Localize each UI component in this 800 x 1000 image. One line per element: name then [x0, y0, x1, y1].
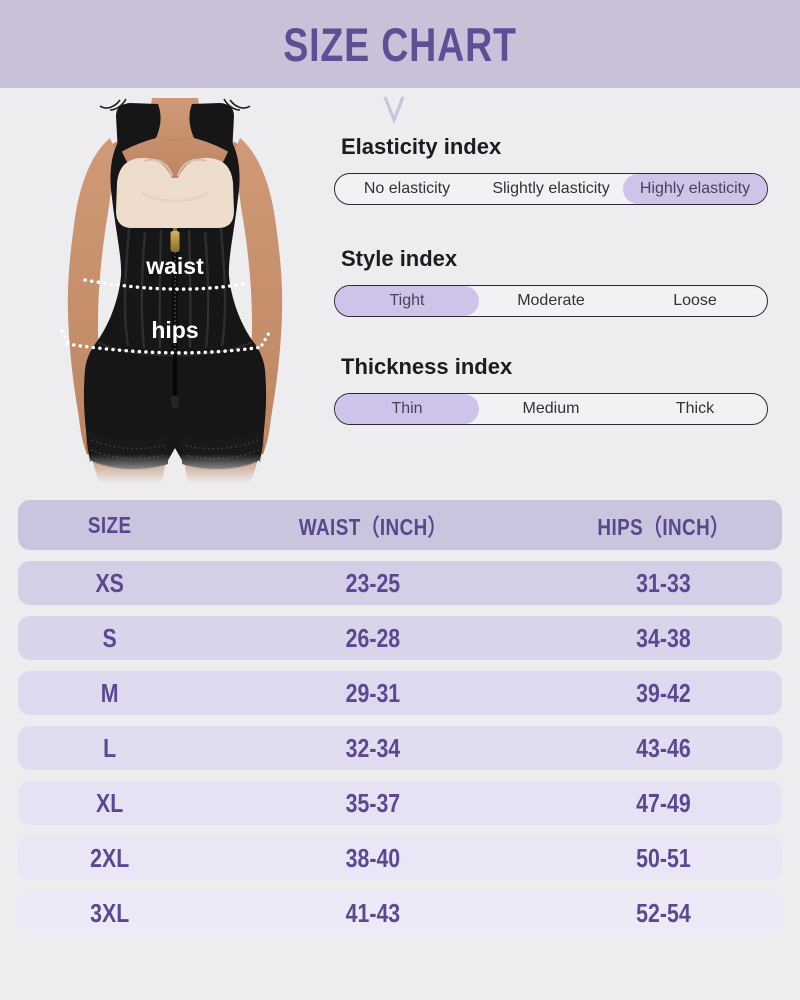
index-option: No elasticity: [363, 180, 451, 197]
hips-label: hips: [151, 317, 198, 343]
style-index-section: Style index Tight Moderate Loose: [334, 246, 768, 317]
waist-label: waist: [145, 253, 204, 279]
index-option: Medium: [522, 400, 580, 417]
hips-cell: 39-42: [636, 677, 691, 708]
size-cell: 2XL: [90, 842, 130, 873]
waist-cell: 23-25: [345, 567, 401, 598]
thickness-index-title: Thickness index: [341, 354, 513, 379]
index-option: Moderate: [517, 292, 585, 309]
hips-cell: 34-38: [636, 622, 691, 653]
table-row: XL 35-37 47-49: [18, 781, 782, 825]
waist-cell: 41-43: [345, 897, 401, 928]
page-title: SIZE CHART: [283, 17, 517, 71]
thickness-index-section: Thickness index Thin Medium Thick: [334, 354, 768, 425]
hips-measure-line: [60, 329, 271, 355]
waist-cell: 38-40: [345, 842, 401, 873]
product-photo: waist hips: [22, 98, 328, 483]
hips-cell: 43-46: [636, 732, 691, 763]
size-cell: 3XL: [90, 897, 130, 928]
table-row: 2XL 38-40 50-51: [18, 836, 782, 880]
column-header-size: SIZE: [87, 511, 132, 538]
hips-cell: 47-49: [636, 787, 691, 818]
thickness-index-scale: Thin Medium Thick: [334, 393, 768, 425]
size-cell: L: [103, 732, 117, 763]
hips-cell: 31-33: [636, 567, 691, 598]
table-row: S 26-28 34-38: [18, 616, 782, 660]
size-cell: S: [102, 622, 117, 653]
index-option: Thick: [675, 400, 715, 417]
table-row: M 29-31 39-42: [18, 671, 782, 715]
index-option: Highly elasticity: [623, 174, 767, 204]
hips-cell: 52-54: [636, 897, 691, 928]
photo-fade: [22, 454, 328, 483]
style-index-scale: Tight Moderate Loose: [334, 285, 768, 317]
bra-cup: [116, 157, 234, 228]
header-banner: SIZE CHART: [0, 0, 800, 88]
index-option: Loose: [673, 292, 717, 309]
column-header-hips: HIPS（INCH）: [597, 514, 730, 540]
elasticity-index-section: Elasticity index No elasticity Slightly …: [334, 134, 768, 205]
waist-cell: 35-37: [345, 787, 401, 818]
waist-cell: 26-28: [345, 622, 401, 653]
waist-cell: 29-31: [345, 677, 401, 708]
table-header-row: SIZE WAIST（INCH） HIPS（INCH）: [18, 500, 782, 550]
elasticity-index-title: Elasticity index: [341, 134, 502, 159]
table-row: 3XL 41-43 52-54: [18, 891, 782, 935]
table-row: XS 23-25 31-33: [18, 561, 782, 605]
elasticity-index-scale: No elasticity Slightly elasticity Highly…: [334, 173, 768, 205]
size-cell: XS: [95, 567, 124, 598]
size-cell: M: [100, 677, 119, 708]
index-option: Thin: [335, 394, 479, 424]
hips-cell: 50-51: [636, 842, 691, 873]
column-header-waist: WAIST（INCH）: [299, 514, 448, 540]
waist-measure-line: [83, 278, 245, 291]
chevron-down-icon: [383, 96, 405, 124]
size-cell: XL: [96, 787, 124, 818]
waist-cell: 32-34: [345, 732, 401, 763]
style-index-title: Style index: [341, 246, 458, 271]
index-option: Slightly elasticity: [492, 180, 610, 197]
size-table: SIZE WAIST（INCH） HIPS（INCH） XS 23-25 31-…: [18, 500, 782, 935]
table-row: L 32-34 43-46: [18, 726, 782, 770]
index-option: Tight: [335, 286, 479, 316]
